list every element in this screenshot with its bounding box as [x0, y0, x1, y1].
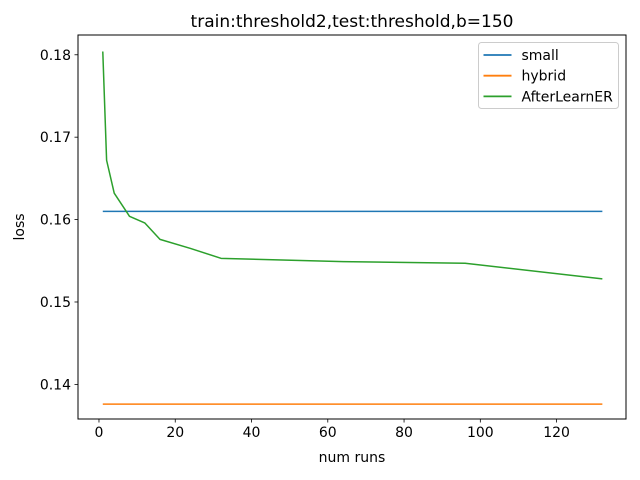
y-tick-label: 0.18: [40, 48, 71, 64]
x-tick-label: 20: [166, 425, 184, 441]
x-axis-ticks: 0 20 40 60 80 100 120: [95, 419, 570, 441]
y-tick-label: 0.16: [40, 213, 71, 229]
x-axis-label: num runs: [319, 450, 386, 466]
y-tick-label: 0.15: [40, 295, 71, 311]
x-tick-label: 120: [543, 425, 570, 441]
y-tick-label: 0.17: [40, 130, 71, 146]
plot-border: [77, 34, 627, 420]
legend: small hybrid AfterLearnER: [478, 42, 619, 109]
x-tick-label: 40: [243, 425, 261, 441]
legend-label-small: small: [522, 48, 559, 64]
legend-label-AfterLearnER: AfterLearnER: [522, 89, 614, 105]
legend-box: [478, 42, 619, 109]
x-tick-label: 100: [467, 425, 494, 441]
legend-label-hybrid: hybrid: [522, 69, 567, 85]
x-tick-label: 80: [395, 425, 413, 441]
x-tick-label: 60: [319, 425, 337, 441]
chart-title: train:threshold2,test:threshold,b=150: [191, 12, 514, 32]
y-axis-ticks: 0.14 0.15 0.16 0.17 0.18: [40, 48, 78, 393]
series-line-AfterLearnER: [102, 51, 603, 280]
y-tick-label: 0.14: [40, 377, 71, 393]
y-axis-label: loss: [12, 213, 28, 240]
x-tick-label: 0: [95, 425, 104, 441]
series-lines: [102, 51, 603, 405]
